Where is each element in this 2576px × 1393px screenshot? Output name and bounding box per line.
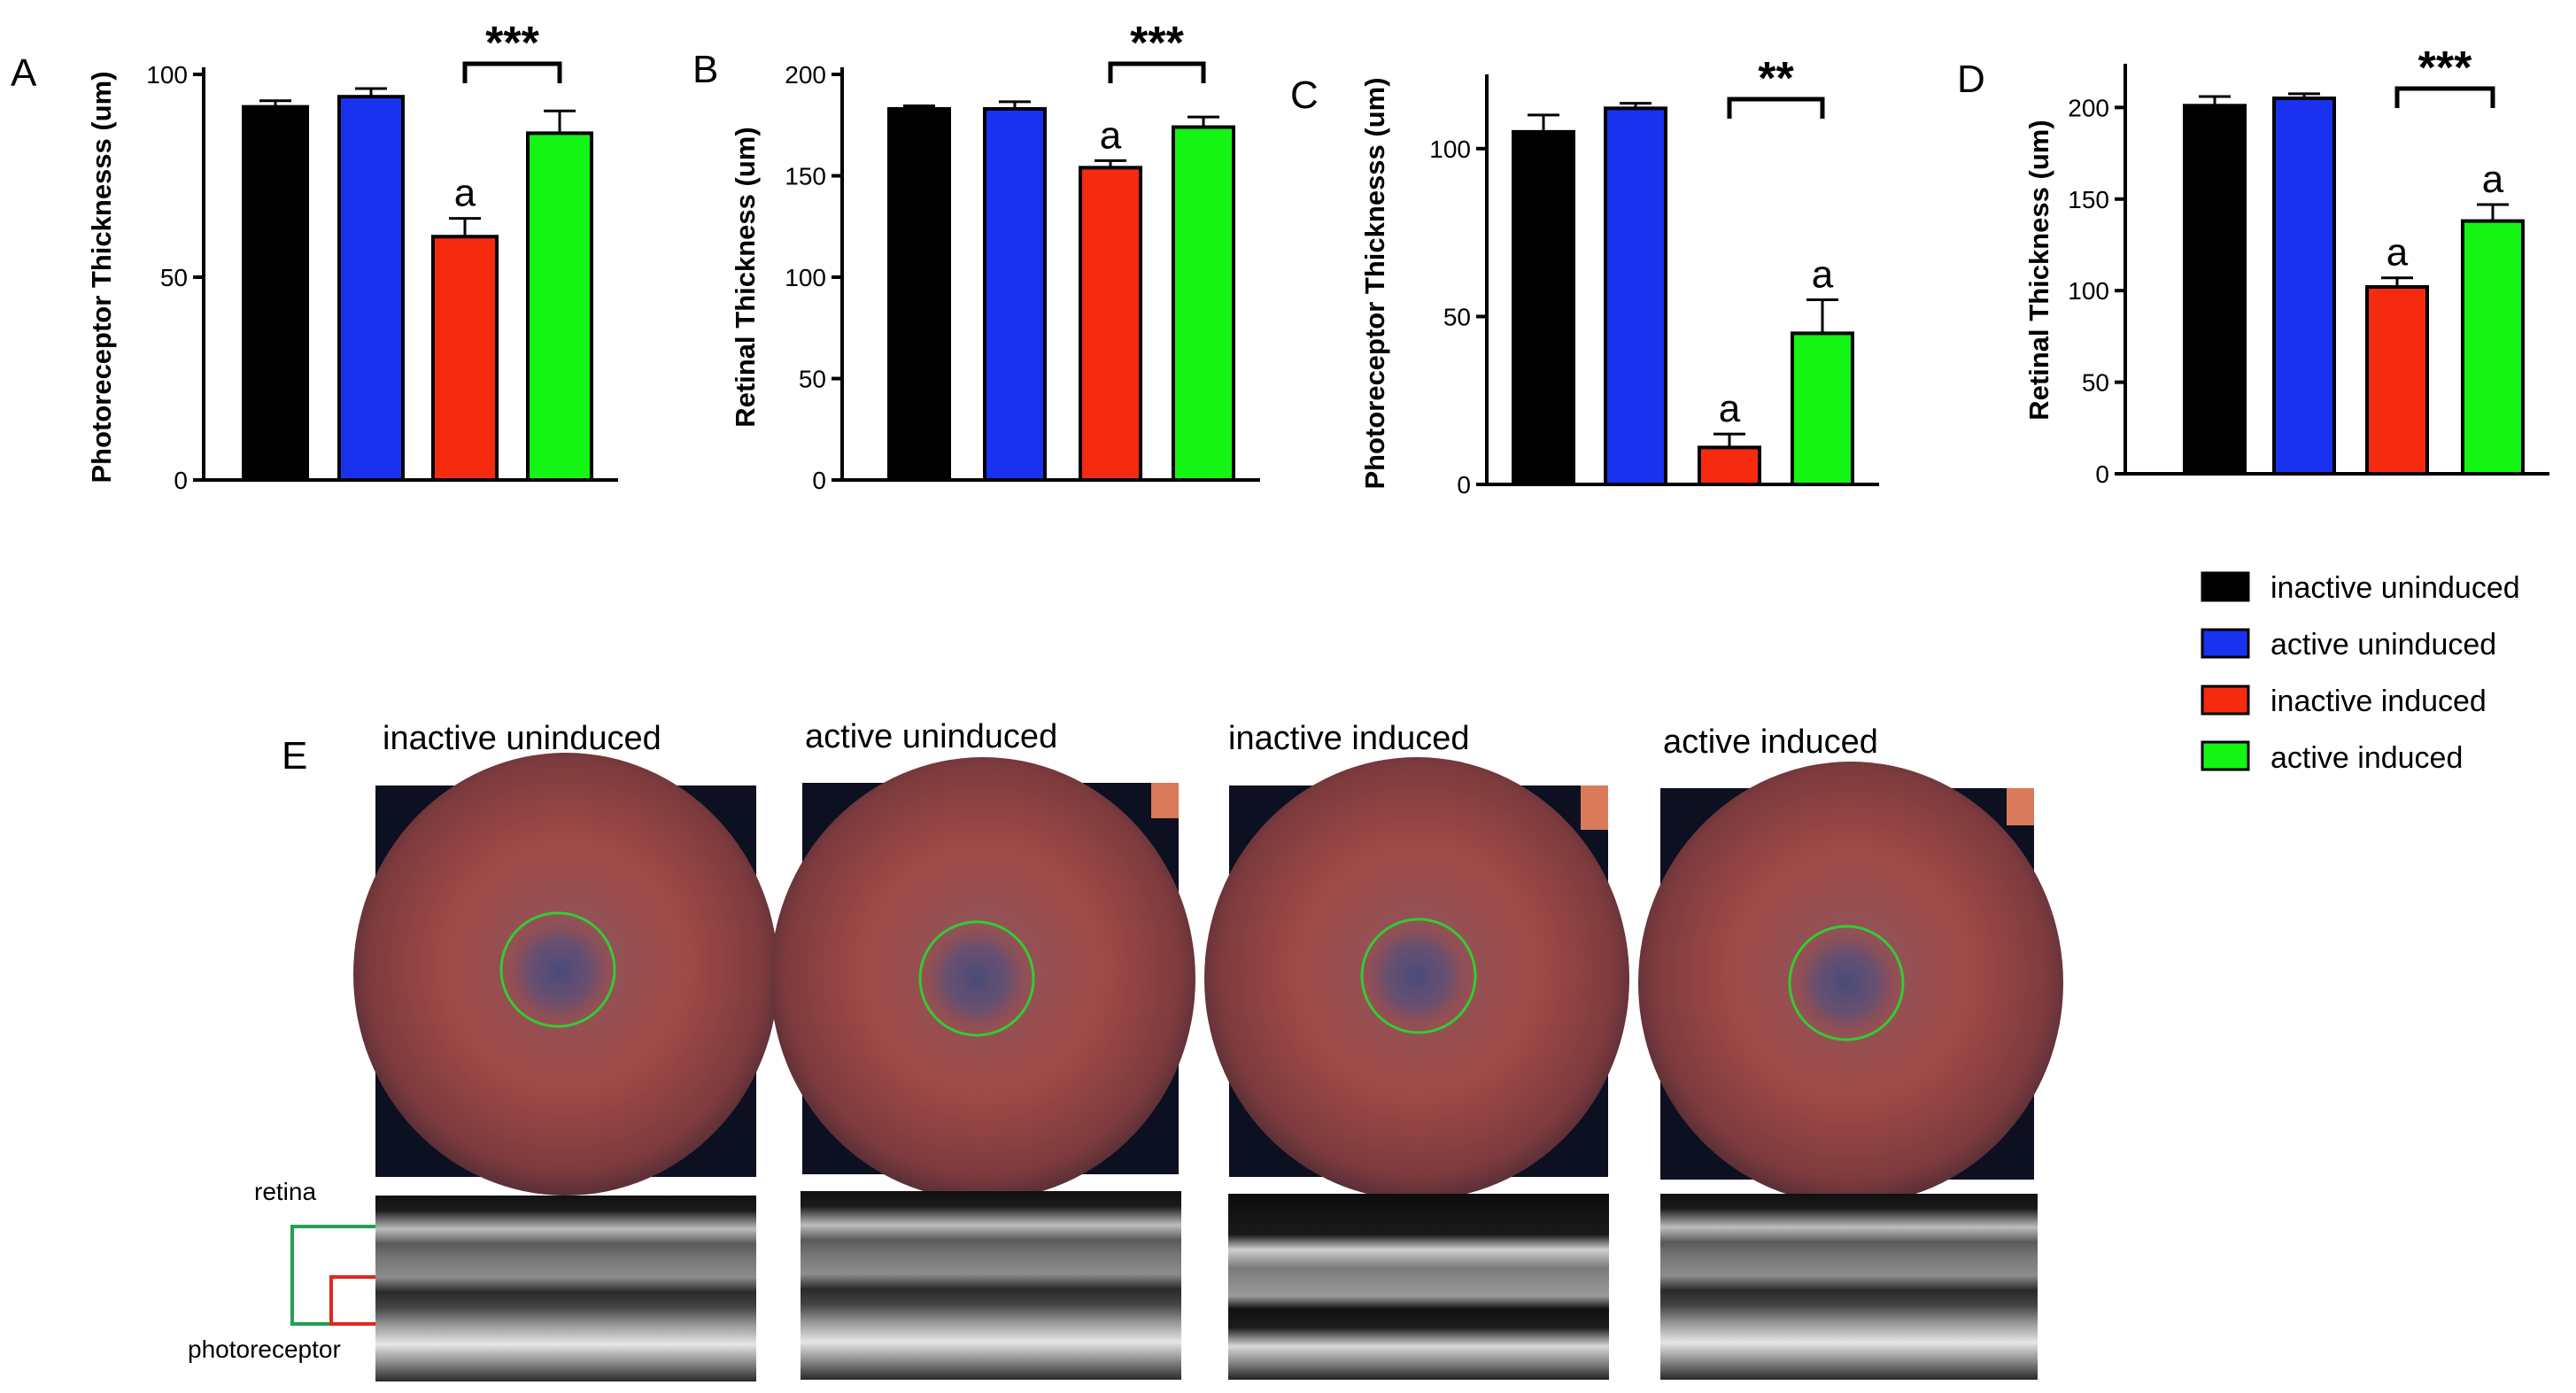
legend-swatch — [2201, 571, 2250, 602]
panel-letter-e: E — [282, 734, 307, 778]
significance-letter: a — [1812, 252, 1834, 296]
oct-scan-active-uninduced — [801, 1191, 1181, 1380]
chart-d: 0 50 100 150 200 Retinal Thickness (um) a a *** — [2023, 43, 2549, 488]
y-tick-label: 100 — [785, 264, 826, 291]
bar — [983, 106, 1047, 483]
chart-c: 0 50 100 Photoreceptor Thicknesss (um) a a ** — [1359, 53, 1879, 499]
photoreceptor-bracket — [329, 1275, 375, 1326]
bar — [1698, 445, 1761, 486]
bar — [1604, 106, 1667, 486]
fundus-image-active-induced — [1638, 762, 2063, 1204]
oct-scan-active-induced — [1660, 1194, 2038, 1380]
macula-marker — [918, 920, 1035, 1037]
legend-item: inactive induced — [2201, 685, 2487, 718]
panel-letter-c: C — [1290, 74, 1319, 117]
bar — [887, 106, 951, 483]
bar — [1172, 125, 1235, 482]
y-tick-label: 50 — [799, 366, 826, 393]
y-tick-label: 50 — [1443, 303, 1471, 330]
photoreceptor-label: photoreceptor — [188, 1335, 341, 1363]
y-tick-label: 50 — [160, 264, 188, 291]
macula-marker — [499, 911, 616, 1028]
chart-a: 0 50 100 Photoreceptor Thicknesss (um) a *** — [86, 18, 618, 494]
legend-label: active induced — [2270, 741, 2463, 775]
bar — [2461, 219, 2525, 476]
condition-title-inactive-induced: inactive induced — [1228, 720, 1470, 757]
y-tick-label: 0 — [812, 467, 826, 494]
legend-swatch — [2201, 740, 2250, 771]
y-tick-label: 200 — [2068, 94, 2109, 121]
y-tick-label: 200 — [785, 61, 826, 89]
significance-bracket — [1727, 97, 1825, 119]
legend-swatch — [2201, 628, 2250, 659]
y-axis-label: Retinal Thickness (um) — [2023, 120, 2054, 420]
significance-stars: *** — [485, 18, 539, 69]
macula-marker — [1360, 917, 1477, 1034]
y-tick-label: 0 — [174, 467, 188, 494]
panel-letter-d: D — [1957, 58, 1985, 101]
condition-title-active-induced: active induced — [1663, 724, 1878, 761]
legend-label: inactive induced — [2270, 685, 2487, 718]
y-axis-label: Retinal Thickness (um) — [730, 127, 761, 427]
legend-label: inactive uninduced — [2270, 571, 2520, 605]
bar — [526, 131, 593, 482]
legend-label: active uninduced — [2270, 628, 2496, 662]
legend-item: active uninduced — [2201, 628, 2496, 662]
bar — [1079, 166, 1142, 482]
y-tick-label: 0 — [1457, 471, 1471, 499]
significance-stars: *** — [2418, 43, 2472, 94]
macula-marker — [1788, 925, 1905, 1041]
legend-swatch — [2201, 685, 2250, 716]
significance-letter: a — [1719, 387, 1741, 430]
condition-title-active-uninduced: active uninduced — [805, 718, 1057, 755]
significance-letter: a — [454, 172, 476, 215]
significance-bracket — [2394, 86, 2495, 108]
y-tick-label: 150 — [2068, 186, 2109, 213]
significance-letter: a — [2482, 158, 2504, 201]
legend: inactive uninduced active uninduced inac… — [2201, 571, 2520, 775]
legend-item: active induced — [2201, 740, 2463, 775]
bar — [1791, 331, 1854, 486]
significance-letter: a — [2386, 231, 2409, 275]
significance-bracket — [462, 61, 562, 83]
chart-b: 0 50 100 150 200 Retinal Thickness (um) a*** — [730, 18, 1260, 494]
legend-item: inactive uninduced — [2201, 571, 2520, 605]
fundus-image-active-uninduced — [770, 757, 1195, 1200]
bar — [2272, 97, 2336, 476]
y-tick-label: 100 — [1429, 135, 1471, 163]
y-axis-label: Photoreceptor Thicknesss (um) — [86, 71, 117, 483]
bar — [242, 104, 309, 482]
y-tick-label: 0 — [2095, 460, 2109, 488]
condition-title-inactive-uninduced: inactive uninduced — [383, 720, 661, 757]
y-tick-label: 100 — [2068, 277, 2109, 305]
bar — [2183, 104, 2247, 476]
oct-scan-inactive-induced — [1228, 1194, 1609, 1380]
significance-stars: ** — [1758, 53, 1794, 104]
y-axis-label: Photoreceptor Thicknesss (um) — [1359, 77, 1390, 489]
bar — [1512, 129, 1575, 486]
fundus-image-inactive-uninduced — [353, 753, 778, 1196]
y-tick-label: 100 — [146, 61, 188, 89]
retina-label: retina — [254, 1178, 316, 1205]
bar — [431, 235, 499, 482]
significance-bracket — [1108, 61, 1206, 83]
bar — [337, 95, 405, 482]
significance-letter: a — [1100, 113, 1122, 157]
y-tick-label: 50 — [2082, 369, 2109, 397]
fundus-image-inactive-induced — [1204, 757, 1629, 1200]
panel-letter-a: A — [11, 51, 37, 95]
bar — [2365, 285, 2429, 476]
y-tick-label: 150 — [785, 163, 826, 190]
significance-stars: *** — [1130, 18, 1184, 69]
panel-letter-b: B — [692, 48, 718, 91]
oct-scan-inactive-uninduced — [375, 1196, 756, 1381]
